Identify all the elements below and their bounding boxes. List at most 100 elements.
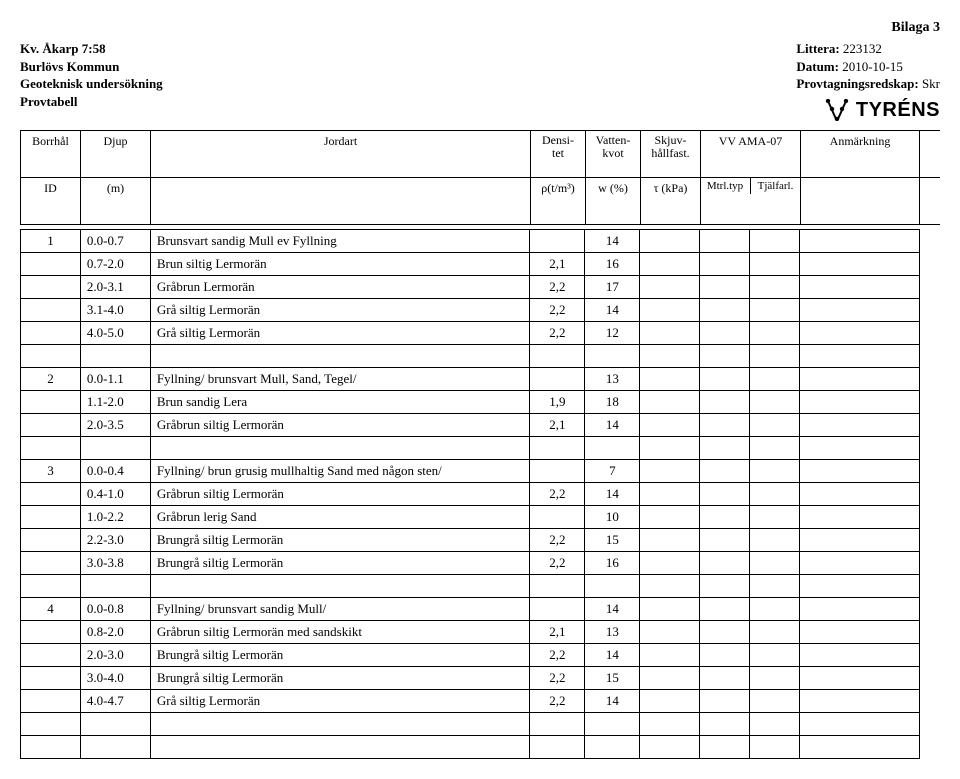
littera-label: Littera: [796,41,839,56]
cell-djup: 4.0-5.0 [80,321,150,344]
cell-tau [640,321,700,344]
cell-tau [640,551,700,574]
cell-anm [800,229,920,252]
header-left-line4: Provtabell [20,93,163,111]
cell-id: 2 [21,367,81,390]
cell-mtrl [700,459,750,482]
cell-djup: 0.7-2.0 [80,252,150,275]
cell-jordart: Brun sandig Lera [150,390,530,413]
col-anm: Anmärkning [800,131,920,177]
cell-anm [800,252,920,275]
cell-tjal [750,666,800,689]
cell-anm [800,482,920,505]
cell-jordart: Fyllning/ brunsvart sandig Mull/ [150,597,530,620]
cell-w: 15 [585,528,640,551]
cell-tau [640,298,700,321]
cell-jordart: Grå siltig Lermorän [150,298,530,321]
cell-anm [800,459,920,482]
cell-tjal [750,321,800,344]
col-skjuv: Skjuv-hållfast. [640,131,700,177]
cell-mtrl [700,643,750,666]
cell-anm [800,321,920,344]
cell-tjal [750,712,800,735]
cell-id [21,275,81,298]
table-row: 3.0-3.8Brungrå siltig Lermorän2,216 [21,551,920,574]
logo-row: TYRÉNS [796,97,940,124]
cell-djup: 2.2-3.0 [80,528,150,551]
cell-id: 4 [21,597,81,620]
cell-djup: 3.0-3.8 [80,551,150,574]
cell-rho [530,712,585,735]
littera-value: 223132 [843,41,882,56]
logo-text: TYRÉNS [856,97,940,124]
cell-id: 3 [21,459,81,482]
cell-jordart: Brun siltig Lermorän [150,252,530,275]
col-vattenkvot: Vatten-kvot [585,131,640,177]
cell-id [21,344,81,367]
cell-mtrl [700,597,750,620]
redskap-value: Skr [922,76,940,91]
cell-mtrl [700,413,750,436]
cell-tau [640,275,700,298]
table-row [21,712,920,735]
cell-mtrl [700,574,750,597]
cell-w: 14 [585,298,640,321]
unit-tau: τ (kPa) [640,178,700,224]
cell-w: 13 [585,367,640,390]
cell-id [21,689,81,712]
cell-jordart: Brungrå siltig Lermorän [150,666,530,689]
cell-mtrl [700,321,750,344]
cell-mtrl [700,735,750,758]
cell-w: 16 [585,252,640,275]
cell-id [21,666,81,689]
cell-tau [640,597,700,620]
cell-djup: 1.1-2.0 [80,390,150,413]
table-row: 2.0-3.1Gråbrun Lermorän2,217 [21,275,920,298]
table-row: 1.1-2.0Brun sandig Lera1,918 [21,390,920,413]
cell-tau [640,344,700,367]
cell-w: 14 [585,643,640,666]
cell-rho: 2,2 [530,298,585,321]
cell-rho [530,367,585,390]
cell-mtrl [700,689,750,712]
cell-rho [530,574,585,597]
cell-tjal [750,367,800,390]
document-header: Kv. Åkarp 7:58 Burlövs Kommun Geoteknisk… [20,40,940,124]
cell-tau [640,712,700,735]
table-row: 4.0-4.7Grå siltig Lermorän2,214 [21,689,920,712]
cell-rho [530,505,585,528]
cell-w [585,712,640,735]
cell-djup: 0.0-0.8 [80,597,150,620]
cell-tau [640,252,700,275]
cell-djup: 0.0-0.4 [80,459,150,482]
cell-w [585,574,640,597]
attachment-label: Bilaga 3 [20,20,940,36]
cell-tau [640,528,700,551]
cell-w [585,735,640,758]
cell-djup: 1.0-2.2 [80,505,150,528]
cell-tau [640,735,700,758]
cell-tau [640,666,700,689]
cell-mtrl [700,620,750,643]
cell-djup [80,344,150,367]
cell-tjal [750,574,800,597]
cell-jordart: Brunsvart sandig Mull ev Fyllning [150,229,530,252]
cell-jordart: Gråbrun Lermorän [150,275,530,298]
cell-rho: 2,2 [530,643,585,666]
cell-id [21,298,81,321]
cell-id: 1 [21,229,81,252]
cell-djup: 3.1-4.0 [80,298,150,321]
table-row [21,344,920,367]
cell-tau [640,229,700,252]
header-left-line2: Burlövs Kommun [20,58,163,76]
cell-mtrl [700,436,750,459]
cell-djup: 4.0-4.7 [80,689,150,712]
cell-rho [530,597,585,620]
cell-id [21,436,81,459]
cell-mtrl [700,505,750,528]
table-row: 2.0-3.5Gråbrun siltig Lermorän2,114 [21,413,920,436]
redskap-label: Provtagningsredskap: [796,76,918,91]
cell-djup [80,574,150,597]
cell-rho [530,436,585,459]
cell-rho [530,459,585,482]
